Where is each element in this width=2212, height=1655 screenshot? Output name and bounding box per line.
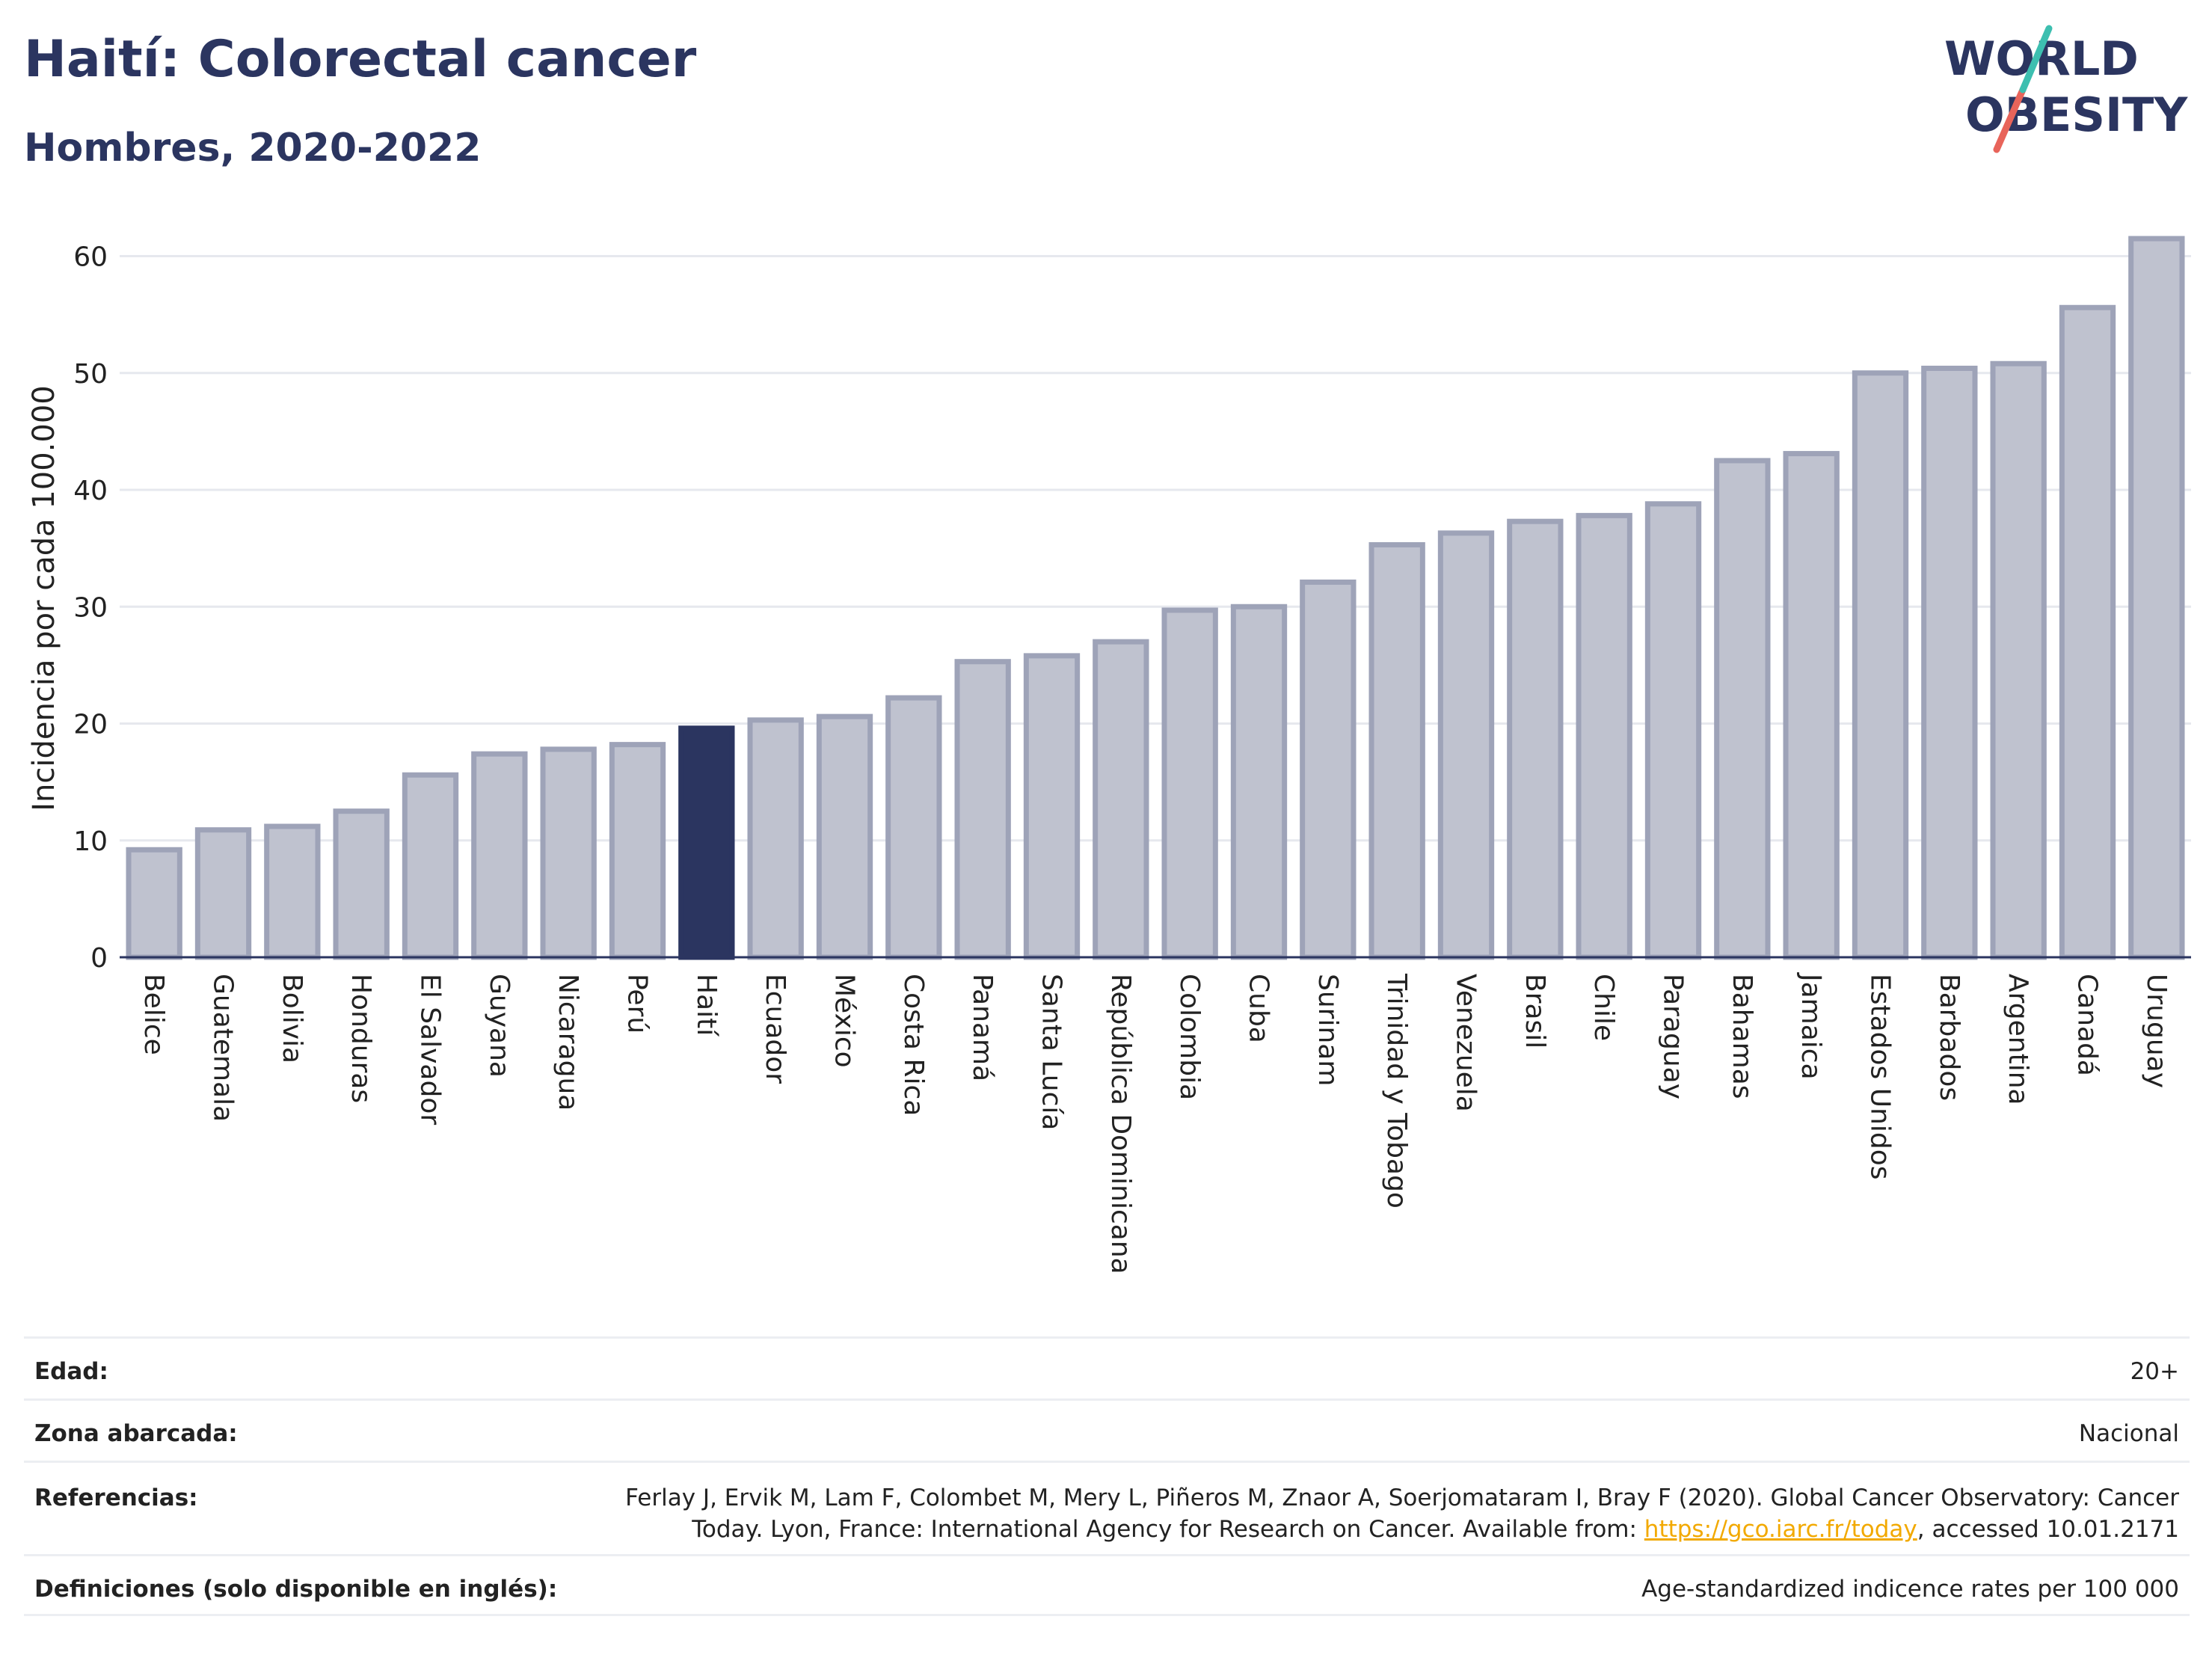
bar bbox=[194, 827, 252, 960]
x-tick-label: Argentina bbox=[2003, 974, 2033, 1105]
bar bbox=[816, 713, 873, 960]
x-tick-label: Brasil bbox=[1520, 974, 1550, 1048]
x-tick-label: Costa Rica bbox=[898, 974, 929, 1116]
bar bbox=[1714, 458, 1771, 960]
bar bbox=[1507, 518, 1564, 960]
info-value: 20+ bbox=[2130, 1358, 2179, 1385]
x-tick-label: Venezuela bbox=[1451, 974, 1481, 1112]
info-row-zone: Zona abarcada: Nacional bbox=[24, 1398, 2190, 1461]
x-tick-label: Surinam bbox=[1312, 974, 1343, 1086]
x-tick-label: Bahamas bbox=[1727, 974, 1757, 1099]
world-obesity-logo: WORLD OBESITY bbox=[1944, 25, 2188, 153]
grid-lines bbox=[120, 255, 2191, 842]
info-label: Edad: bbox=[34, 1358, 108, 1385]
y-axis-title: Incidencia por cada 100.000 bbox=[27, 385, 61, 811]
bar bbox=[402, 772, 459, 960]
bar bbox=[540, 746, 597, 960]
logo-slash-teal bbox=[2019, 25, 2053, 93]
bar bbox=[1368, 541, 1425, 960]
x-tick-label: Belice bbox=[138, 974, 169, 1055]
y-tick-label: 20 bbox=[73, 710, 108, 740]
bar bbox=[1783, 451, 1840, 960]
bar bbox=[126, 847, 182, 960]
bar bbox=[1852, 370, 1909, 960]
x-tick-label: Panamá bbox=[967, 974, 998, 1081]
bar bbox=[1576, 512, 1632, 960]
info-label: Zona abarcada: bbox=[34, 1420, 238, 1447]
info-row-definitions: Definiciones (solo disponible en inglés)… bbox=[24, 1554, 2190, 1616]
x-tick-label: Nicaragua bbox=[553, 974, 583, 1111]
x-tick-label: Chile bbox=[1588, 974, 1619, 1041]
info-value: Ferlay J, Ervik M, Lam F, Colombet M, Me… bbox=[625, 1482, 2190, 1545]
x-tick-label: República Dominicana bbox=[1105, 974, 1136, 1274]
reference-link[interactable]: https://gco.iarc.fr/today bbox=[1644, 1516, 1917, 1543]
x-tick-label: Guyana bbox=[484, 974, 514, 1078]
page-title: Haití: Colorectal cancer bbox=[24, 30, 697, 89]
x-tick-label: Guatemala bbox=[208, 974, 239, 1122]
x-tick-label: Jamaica bbox=[1795, 972, 1826, 1080]
bar bbox=[1921, 366, 1978, 960]
info-label: Referencias: bbox=[34, 1484, 198, 1511]
y-tick-label: 60 bbox=[73, 242, 108, 273]
bar bbox=[1023, 653, 1081, 960]
bar bbox=[1230, 604, 1288, 960]
bar bbox=[264, 823, 321, 960]
x-tick-label: El Salvador bbox=[415, 974, 446, 1125]
info-table: Edad: 20+ Zona abarcada: Nacional Refere… bbox=[24, 1336, 2190, 1616]
bar bbox=[1644, 501, 1702, 960]
x-tick-label: Estados Unidos bbox=[1865, 974, 1896, 1180]
bar-highlighted bbox=[678, 725, 735, 960]
bar-chart: 0 10 20 30 40 50 60 Belice Guatemala Bolivia Hondu… bbox=[27, 236, 2191, 1274]
info-row-age: Edad: 20+ bbox=[24, 1336, 2190, 1398]
info-value: Age-standardized indicence rates per 100… bbox=[1641, 1576, 2179, 1603]
y-tick-label: 40 bbox=[73, 476, 108, 506]
bar bbox=[609, 742, 666, 960]
bar bbox=[954, 659, 1011, 960]
x-tick-label: Haití bbox=[691, 974, 722, 1037]
x-tick-label: Bolivia bbox=[277, 974, 307, 1063]
x-tick-label: Barbados bbox=[1934, 974, 1964, 1101]
info-row-references: Referencias: Ferlay J, Ervik M, Lam F, C… bbox=[24, 1461, 2190, 1554]
y-tick-label: 50 bbox=[73, 359, 108, 390]
bar bbox=[2059, 304, 2116, 960]
bar bbox=[333, 808, 390, 960]
info-value: Nacional bbox=[2078, 1420, 2179, 1447]
bar bbox=[1161, 607, 1218, 960]
info-label: Definiciones (solo disponible en inglés)… bbox=[34, 1576, 558, 1603]
page-subtitle: Hombres, 2020-2022 bbox=[24, 126, 482, 171]
bar bbox=[885, 695, 942, 960]
y-tick-label: 30 bbox=[73, 592, 108, 623]
x-tick-label: Honduras bbox=[345, 974, 376, 1103]
bar bbox=[1300, 579, 1357, 960]
x-tick-label: México bbox=[829, 974, 860, 1068]
x-tick-label: Cuba bbox=[1244, 974, 1274, 1043]
bar bbox=[1990, 360, 2047, 960]
x-tick-label: Trinidad y Tobago bbox=[1381, 973, 1412, 1209]
y-tick-label: 0 bbox=[90, 943, 108, 974]
x-tick-label: Colombia bbox=[1174, 974, 1205, 1100]
bar bbox=[2128, 236, 2185, 960]
x-tick-label: Uruguay bbox=[2141, 974, 2172, 1088]
x-tick-label: Ecuador bbox=[760, 974, 790, 1084]
bar bbox=[747, 717, 804, 960]
y-tick-label: 10 bbox=[73, 826, 108, 857]
reference-line-2-post: , accessed 10.01.2171 bbox=[1917, 1516, 2179, 1543]
axis-labels: 0 10 20 30 40 50 60 Belice Guatemala Bolivia Hondu… bbox=[27, 242, 2172, 1274]
x-tick-label: Perú bbox=[622, 974, 653, 1034]
bars bbox=[126, 236, 2185, 960]
x-tick-label: Santa Lucía bbox=[1036, 974, 1067, 1130]
x-tick-label: Canadá bbox=[2072, 974, 2103, 1076]
bar bbox=[471, 751, 528, 960]
bar bbox=[1437, 530, 1495, 960]
logo-slash-red bbox=[1993, 86, 2027, 153]
bar bbox=[1093, 639, 1149, 960]
reference-line-1: Ferlay J, Ervik M, Lam F, Colombet M, Me… bbox=[625, 1484, 2179, 1511]
reference-line-2-pre: Today. Lyon, France: International Agenc… bbox=[692, 1516, 1644, 1543]
x-tick-label: Paraguay bbox=[1658, 974, 1689, 1099]
